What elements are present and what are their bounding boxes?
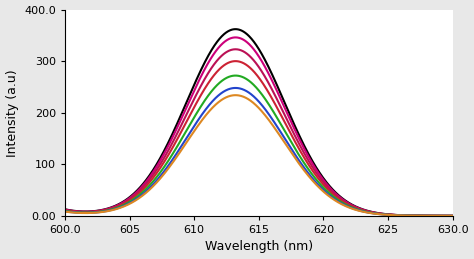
X-axis label: Wavelength (nm): Wavelength (nm) <box>205 240 313 254</box>
Y-axis label: Intensity (a.u): Intensity (a.u) <box>6 69 18 156</box>
